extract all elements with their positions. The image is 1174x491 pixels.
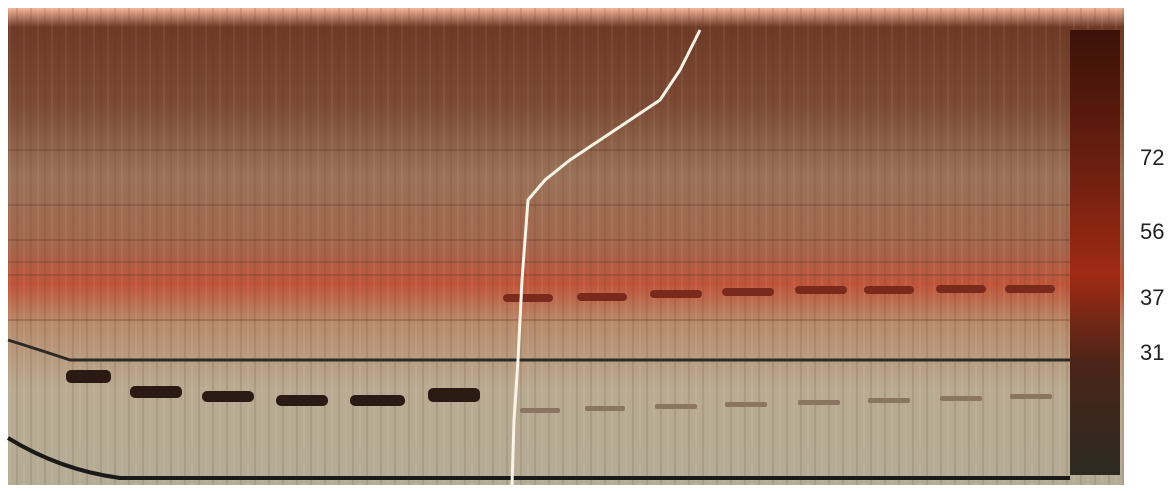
molecular-weight-markers: 72 56 37 31	[1140, 145, 1164, 365]
gel-figure: 72 56 37 31	[0, 0, 1174, 491]
marker-label: 37	[1140, 285, 1164, 310]
marker-lane	[1070, 30, 1120, 475]
marker-label: 31	[1140, 340, 1164, 365]
marker-label: 72	[1140, 145, 1164, 170]
gel	[8, 8, 1124, 485]
marker-label: 56	[1140, 219, 1164, 244]
gel-streaks	[8, 8, 1124, 485]
